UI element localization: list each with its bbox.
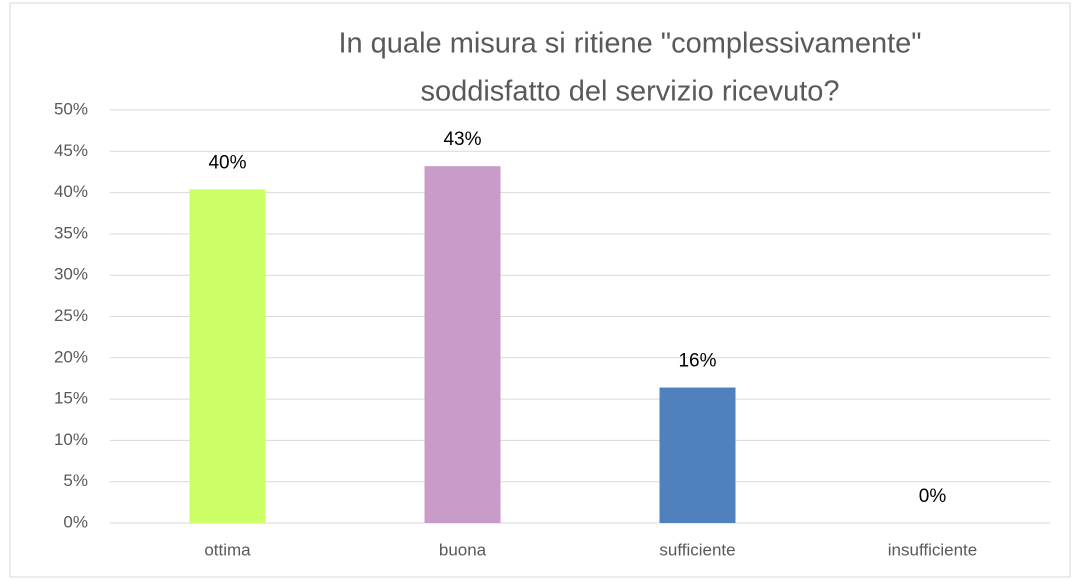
y-tick-label: 40% — [54, 182, 88, 201]
y-tick-label: 35% — [54, 223, 88, 242]
y-tick-label: 45% — [54, 141, 88, 160]
bar — [189, 189, 266, 523]
y-tick-label: 25% — [54, 306, 88, 325]
x-tick-label: insufficiente — [888, 540, 977, 559]
y-tick-label: 20% — [54, 347, 88, 366]
y-tick-label: 5% — [63, 471, 88, 490]
bar — [424, 166, 501, 523]
x-tick-label: buona — [439, 540, 487, 559]
y-tick-label: 10% — [54, 430, 88, 449]
data-label: 0% — [919, 486, 947, 507]
data-label: 40% — [208, 152, 246, 173]
chart-title: In quale misura si ritiene "complessivam… — [338, 28, 921, 60]
y-tick-label: 50% — [54, 99, 88, 118]
chart-title: soddisfatto del servizio ricevuto? — [420, 76, 839, 108]
data-label: 16% — [678, 351, 716, 372]
y-tick-label: 0% — [63, 512, 88, 531]
x-tick-label: sufficiente — [659, 540, 735, 559]
data-label: 43% — [443, 129, 481, 150]
x-tick-label: ottima — [204, 540, 251, 559]
y-tick-label: 15% — [54, 389, 88, 408]
y-tick-label: 30% — [54, 265, 88, 284]
bar — [659, 387, 736, 523]
